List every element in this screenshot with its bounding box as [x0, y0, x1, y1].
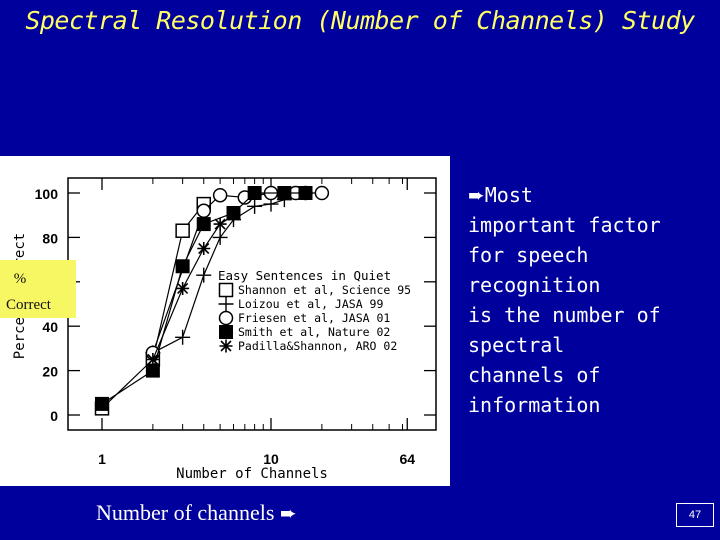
- legend-entry: Padilla&Shannon, ARO 02: [238, 339, 397, 353]
- bullet-line-7: information: [468, 393, 601, 417]
- legend-marker: [219, 325, 233, 339]
- bullet-line-4: is the number of: [468, 303, 661, 327]
- x-axis-label: Number of Channels: [176, 466, 328, 482]
- legend-entry: Loizou et al, JASA 99: [238, 297, 383, 311]
- x-tick-label: 64: [399, 451, 415, 467]
- legend-marker: [218, 310, 234, 326]
- overlay-percent: %: [13, 271, 27, 287]
- legend-entry: Friesen et al, JASA 01: [238, 311, 390, 325]
- y-tick-label: 0: [50, 408, 58, 424]
- data-point: [227, 208, 241, 222]
- data-point: [176, 281, 190, 295]
- data-point: [212, 187, 228, 203]
- arrow-icon: ➨: [468, 183, 485, 207]
- chart: 02040608010011064Number of ChannelsPerce…: [12, 177, 437, 482]
- legend-title: Easy Sentences in Quiet: [218, 268, 391, 283]
- data-point: [175, 223, 190, 238]
- data-point: [175, 329, 191, 345]
- data-point: [196, 267, 212, 283]
- y-tick-label: 100: [35, 186, 59, 202]
- arrow-icon: ➨: [279, 501, 297, 525]
- y-tick-label: 40: [42, 319, 58, 335]
- overlay-word: Correct: [6, 297, 51, 313]
- data-point: [247, 198, 263, 214]
- bullet-line-6: channels of: [468, 363, 601, 387]
- series-line-0: [101, 203, 205, 409]
- footer-text: Number of channels: [96, 500, 275, 525]
- data-point: [197, 242, 211, 255]
- data-point: [212, 229, 228, 245]
- percent-correct-overlay: % Correct: [0, 260, 76, 318]
- y-tick-label: 80: [42, 230, 58, 246]
- legend-marker: [218, 296, 234, 312]
- legend-marker: [219, 339, 233, 353]
- y-tick-label: 20: [42, 364, 58, 380]
- bullet-text: ➨Most important factor for speech recogn…: [468, 180, 708, 420]
- data-point: [145, 363, 160, 378]
- bullet-line-5: spectral: [468, 333, 565, 357]
- legend-entry: Smith et al, Nature 02: [238, 325, 390, 339]
- data-point: [196, 203, 211, 219]
- data-point: [213, 217, 227, 231]
- data-point: [196, 217, 211, 232]
- data-point: [95, 396, 109, 411]
- x-tick-label: 1: [98, 451, 106, 467]
- bullet-line-0: ➨Most: [468, 180, 708, 210]
- x-tick-label: 10: [263, 451, 279, 467]
- bullet-line-1: important factor: [468, 213, 661, 237]
- footer-caption: Number of channels ➨: [96, 500, 297, 526]
- page-number: 47: [676, 503, 714, 527]
- data-point: [314, 185, 330, 201]
- bullet-line-2: for speech: [468, 243, 589, 267]
- legend-entry: Shannon et al, Science 95: [238, 283, 411, 297]
- chart-panel: 02040608010011064Number of ChannelsPerce…: [0, 156, 450, 486]
- data-point: [247, 186, 262, 200]
- slide-title: Spectral Resolution (Number of Channels)…: [25, 6, 695, 35]
- data-point: [146, 353, 160, 366]
- data-point: [175, 259, 190, 274]
- legend-marker: [218, 282, 234, 298]
- data-point: [298, 186, 313, 200]
- data-point: [277, 186, 292, 200]
- bullet-line-0-text: Most: [484, 183, 533, 207]
- bullet-line-3: recognition: [468, 273, 601, 297]
